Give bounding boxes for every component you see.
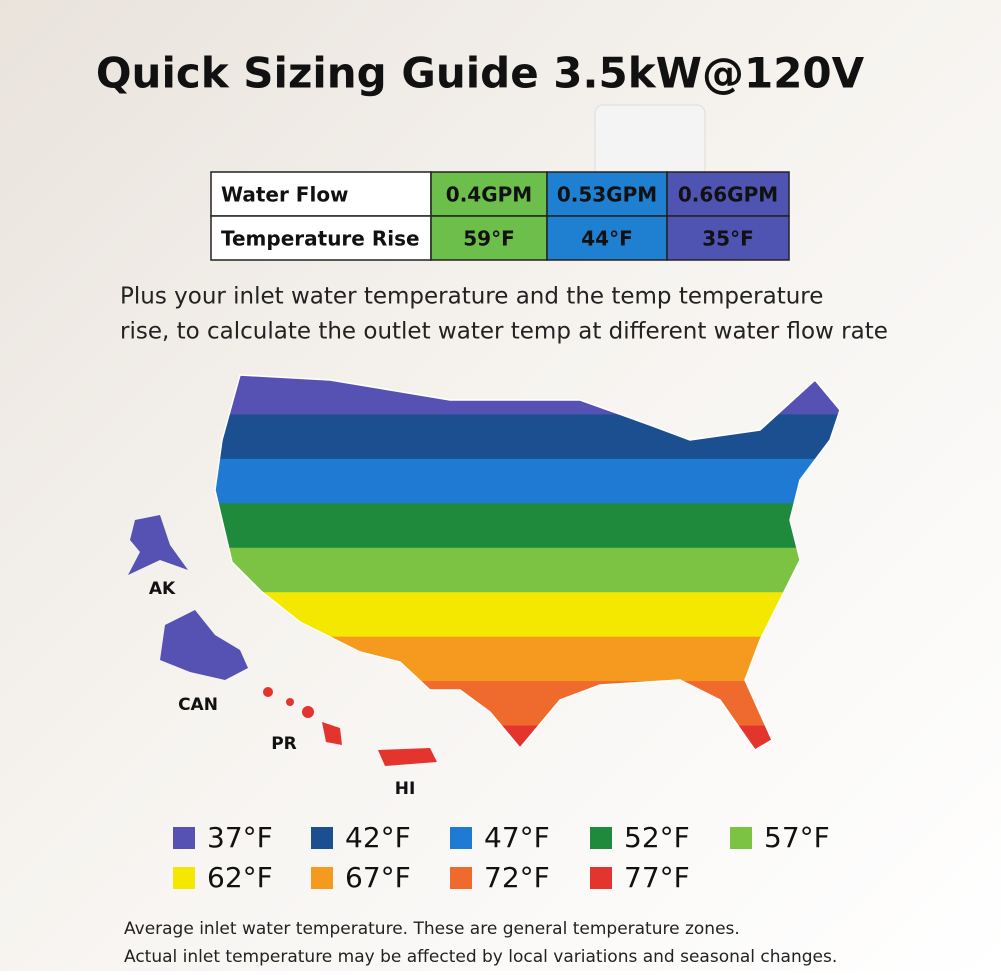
footnote: Actual inlet temperature may be affected… [124, 947, 837, 967]
map [215, 375, 840, 750]
map-label: CAN [178, 695, 218, 715]
legend-swatch [311, 867, 333, 889]
table-cell [430, 215, 548, 261]
legend-label: 62°F [207, 861, 273, 894]
table-cell [666, 215, 790, 261]
legend-label: 52°F [624, 821, 690, 854]
table-cell [210, 215, 432, 261]
map-label: PR [271, 734, 297, 754]
description-line: rise, to calculate the outlet water temp… [120, 319, 888, 345]
title: Quick Sizing Guide 3.5kW@120V [96, 49, 865, 98]
puerto-rico-shape [378, 748, 437, 766]
legend-label: 37°F [207, 821, 273, 854]
legend-swatch [173, 827, 195, 849]
legend-swatch [450, 827, 472, 849]
legend-swatch [730, 827, 752, 849]
legend-label: 42°F [345, 821, 411, 854]
alaska-shape [128, 515, 188, 575]
table: Water Flow 0.4GPM 0.53GPM 0.66GPM Temperatur… [210, 171, 790, 261]
temperature-zone [215, 458, 840, 505]
legend-label: 47°F [484, 821, 550, 854]
map-label: AK [149, 579, 176, 599]
legend-label: 77°F [624, 861, 690, 894]
legend-swatch [590, 827, 612, 849]
table-cell-text: Water Flow [221, 183, 349, 207]
table-cell-text: 0.53GPM [557, 183, 657, 207]
canada-shape [160, 610, 248, 680]
temperature-zone [215, 592, 840, 638]
table-cell-text: 0.66GPM [678, 183, 778, 207]
table-cell-text: 59°F [463, 227, 515, 251]
footnote: Average inlet water temperature. These a… [124, 919, 740, 939]
temperature-zone [215, 503, 840, 549]
legend-swatch [590, 867, 612, 889]
legend-label: 57°F [764, 821, 830, 854]
hawaii-shape [263, 687, 342, 745]
legend-label: 67°F [345, 861, 411, 894]
table-cell [546, 215, 668, 261]
table-cell-text: 0.4GPM [446, 183, 532, 207]
legend-swatch [173, 867, 195, 889]
legend-swatch [311, 827, 333, 849]
table-cell-text: 35°F [702, 227, 754, 251]
legend-swatch [450, 867, 472, 889]
temperature-zone [215, 547, 840, 594]
table-cell-text: Temperature Rise [221, 227, 420, 251]
description-line: Plus your inlet water temperature and th… [120, 284, 823, 310]
legend-label: 72°F [484, 861, 550, 894]
map-label: HI [395, 779, 416, 799]
map-outline [214, 374, 841, 751]
table-cell-text: 44°F [581, 227, 633, 251]
table-cell [666, 171, 790, 217]
legend: 37°F 42°F 47°F 52°F 57°F 62°F 67°F 72°F 77°F [173, 821, 830, 894]
